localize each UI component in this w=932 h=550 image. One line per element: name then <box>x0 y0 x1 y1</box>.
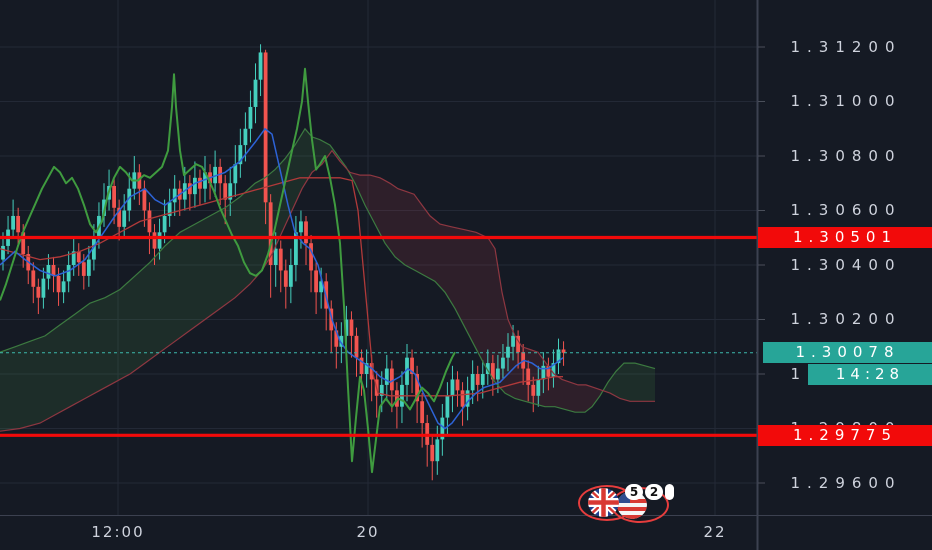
price-tick-label: 1.30600 <box>790 201 902 219</box>
bar-countdown-badge: 14:28 <box>808 363 932 385</box>
time-tick-label: 22 <box>703 523 727 541</box>
time-tick-label: 20 <box>356 523 380 541</box>
time-tick-label: 12:00 <box>91 523 145 541</box>
price-tick-label: 1.31200 <box>790 37 902 56</box>
price-tick-label: 1.30200 <box>790 310 902 328</box>
price-tick-label: 1.29600 <box>790 473 902 492</box>
price-tick-label: 1.30800 <box>790 146 902 165</box>
price-axis[interactable]: 1.31200 1.31000 1.30800 1.30600 1.30400 1.302… <box>760 0 932 515</box>
price-level-badge: 1.29775 <box>758 424 932 446</box>
time-axis[interactable]: 12:00 20 22 <box>0 516 932 550</box>
price-tick-label: 1.31000 <box>790 92 902 110</box>
current-price-badge: 1.30078 <box>763 342 932 364</box>
price-level-badge: 1.30501 <box>758 226 932 248</box>
price-tick-label: 1.30400 <box>790 255 902 274</box>
